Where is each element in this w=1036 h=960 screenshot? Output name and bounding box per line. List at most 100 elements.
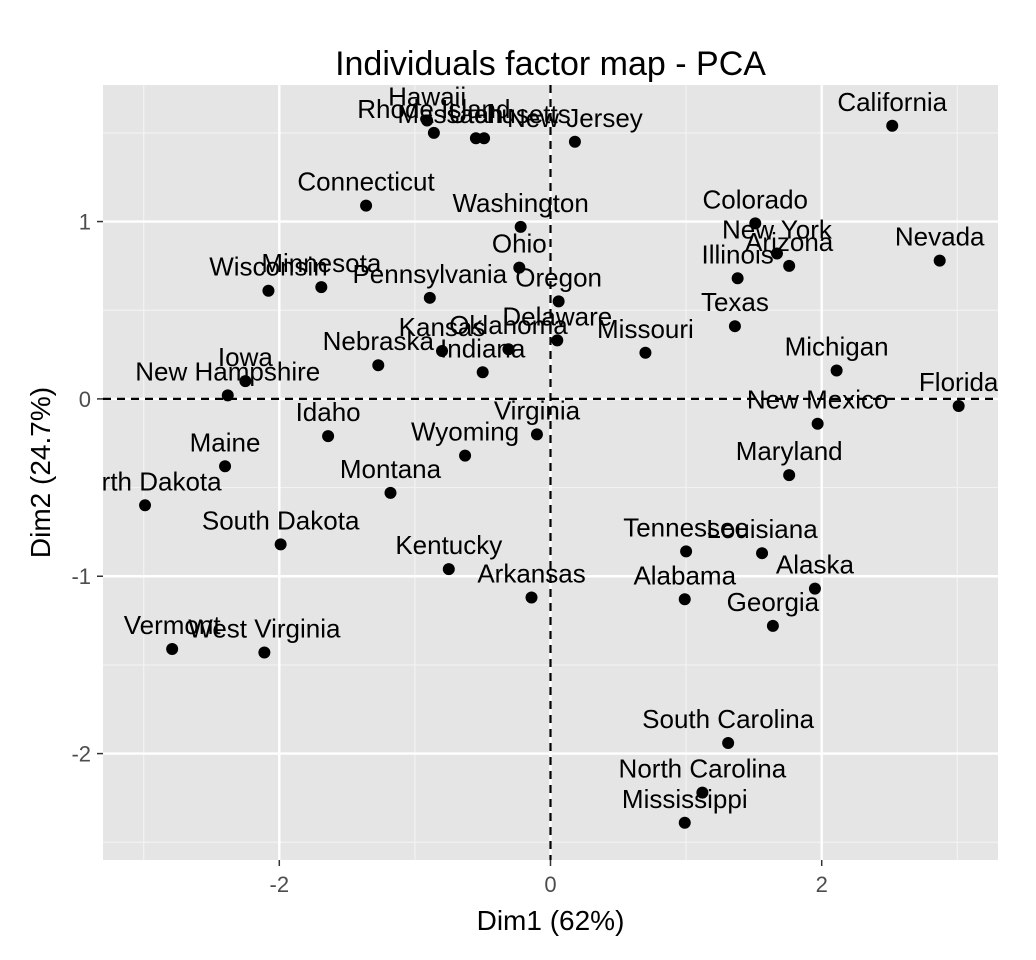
point-kansas — [436, 345, 449, 358]
label-west-virginia: West Virginia — [188, 614, 341, 644]
point-west-virginia — [258, 646, 271, 659]
y-axis-title: Dim2 (24.7%) — [25, 387, 56, 558]
point-new-york — [770, 247, 783, 260]
point-pennsylvania — [423, 291, 436, 304]
point-mississippi — [678, 816, 691, 829]
point-wyoming — [459, 449, 472, 462]
point-arkansas — [525, 591, 538, 604]
point-texas — [728, 320, 741, 333]
label-kentucky: Kentucky — [395, 530, 502, 560]
label-oklahoma: Oklahoma — [449, 310, 568, 340]
x-tick-label: -2 — [270, 872, 290, 897]
label-wyoming: Wyoming — [411, 417, 519, 447]
point-georgia — [766, 619, 779, 632]
label-tennessee: Tennessee — [623, 512, 749, 542]
point-delaware — [551, 334, 564, 347]
label-vermont: Vermont — [124, 610, 222, 640]
point-arizona — [783, 259, 796, 272]
point-california — [886, 119, 899, 132]
point-indiana — [476, 366, 489, 379]
point-virginia — [530, 428, 543, 441]
x-axis-title: Dim1 (62%) — [477, 905, 625, 936]
point-ohio — [513, 261, 526, 274]
label-alabama: Alabama — [633, 560, 736, 590]
point-oklahoma — [502, 343, 515, 356]
label-wisconsin: Wisconsin — [209, 252, 327, 282]
label-montana: Montana — [340, 454, 442, 484]
label-north-carolina: North Carolina — [619, 754, 787, 784]
point-rhode-island — [427, 126, 440, 139]
point-michigan — [830, 364, 843, 377]
label-new-jersey: New Jersey — [507, 103, 643, 133]
point-missouri — [639, 346, 652, 359]
label-utah: Utah — [448, 99, 503, 129]
y-tick-label: 1 — [79, 210, 91, 235]
chart-title: Individuals factor map - PCA — [335, 45, 766, 83]
point-vermont — [166, 642, 179, 655]
label-connecticut: Connecticut — [297, 167, 435, 197]
point-washington — [514, 220, 527, 233]
label-oregon: Oregon — [515, 262, 602, 292]
label-kansas: Kansas — [399, 312, 486, 342]
point-maryland — [783, 469, 796, 482]
label-mississippi: Mississippi — [622, 784, 748, 814]
label-ohio: Ohio — [492, 229, 547, 259]
label-alaska: Alaska — [776, 550, 855, 580]
point-illinois — [731, 272, 744, 285]
point-connecticut — [360, 199, 373, 212]
point-new-hampshire — [221, 389, 234, 402]
point-south-dakota — [274, 538, 287, 551]
label-colorado: Colorado — [703, 184, 809, 214]
point-kentucky — [442, 563, 455, 576]
point-new-jersey — [568, 135, 581, 148]
point-florida — [952, 399, 965, 412]
y-tick-label: -2 — [71, 742, 91, 767]
label-florida: Florida — [919, 367, 999, 397]
point-nevada — [933, 254, 946, 267]
point-idaho — [322, 430, 335, 443]
point-tennessee — [680, 545, 693, 558]
label-new-york: New York — [722, 214, 833, 244]
point-nebraska — [372, 359, 385, 372]
point-wisconsin — [262, 284, 275, 297]
point-montana — [384, 486, 397, 499]
label-south-carolina: South Carolina — [642, 704, 815, 734]
x-tick-label: 2 — [816, 872, 828, 897]
point-alabama — [678, 593, 691, 606]
label-maine: Maine — [190, 427, 261, 457]
label-south-dakota: South Dakota — [202, 505, 360, 535]
label-minnesota: Minnesota — [261, 248, 381, 278]
label-missouri: Missouri — [597, 314, 694, 344]
point-labels: Alabama Alaska Arizona Arkansas California Co… — [68, 81, 999, 814]
data-points — [139, 114, 965, 829]
y-tick-label: -1 — [71, 564, 91, 589]
point-utah — [469, 132, 482, 145]
label-idaho: Idaho — [296, 397, 361, 427]
label-georgia: Georgia — [727, 587, 820, 617]
point-minnesota — [315, 281, 328, 294]
point-hawaii — [421, 114, 434, 127]
point-new-mexico — [811, 417, 824, 430]
label-michigan: Michigan — [785, 332, 889, 362]
label-new-mexico: New Mexico — [747, 385, 889, 415]
label-delaware: Delaware — [502, 301, 612, 331]
label-louisiana: Louisiana — [706, 514, 818, 544]
y-tick-label: 0 — [79, 387, 91, 412]
point-alaska — [808, 582, 821, 595]
point-north-carolina — [696, 786, 709, 799]
point-colorado — [749, 217, 762, 230]
label-virginia: Virginia — [494, 395, 581, 425]
label-north-dakota: North Dakota — [68, 466, 222, 496]
label-maryland: Maryland — [736, 436, 843, 466]
label-pennsylvania: Pennsylvania — [352, 259, 507, 289]
label-massachusetts: Massachusetts — [397, 99, 570, 129]
label-iowa: Iowa — [218, 342, 273, 372]
point-iowa — [239, 375, 252, 388]
point-south-carolina — [722, 736, 735, 749]
reference-lines — [103, 85, 998, 860]
point-north-dakota — [139, 499, 152, 512]
point-oregon — [552, 295, 565, 308]
label-rhode-island: Rhode Island — [357, 94, 510, 124]
label-arizona: Arizona — [745, 227, 834, 257]
